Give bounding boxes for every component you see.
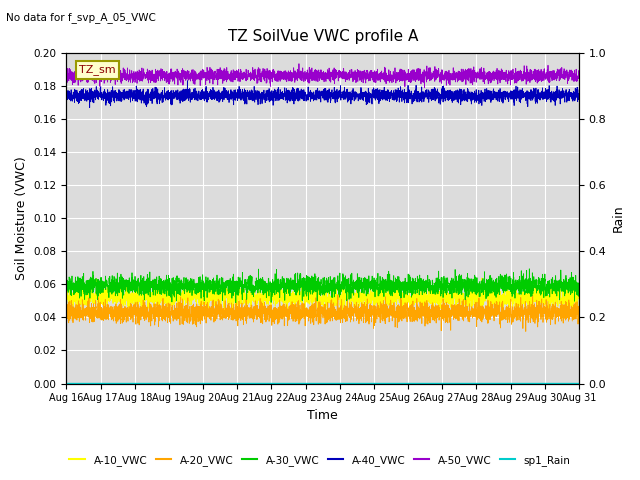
X-axis label: Time: Time <box>307 409 338 422</box>
Title: TZ SoilVue VWC profile A: TZ SoilVue VWC profile A <box>227 29 418 44</box>
Y-axis label: Rain: Rain <box>612 204 625 232</box>
Legend: A-10_VWC, A-20_VWC, A-30_VWC, A-40_VWC, A-50_VWC, sp1_Rain: A-10_VWC, A-20_VWC, A-30_VWC, A-40_VWC, … <box>65 451 575 470</box>
Text: TZ_sm: TZ_sm <box>79 64 116 75</box>
Text: No data for f_svp_A_05_VWC: No data for f_svp_A_05_VWC <box>6 12 156 23</box>
Y-axis label: Soil Moisture (VWC): Soil Moisture (VWC) <box>15 156 28 280</box>
